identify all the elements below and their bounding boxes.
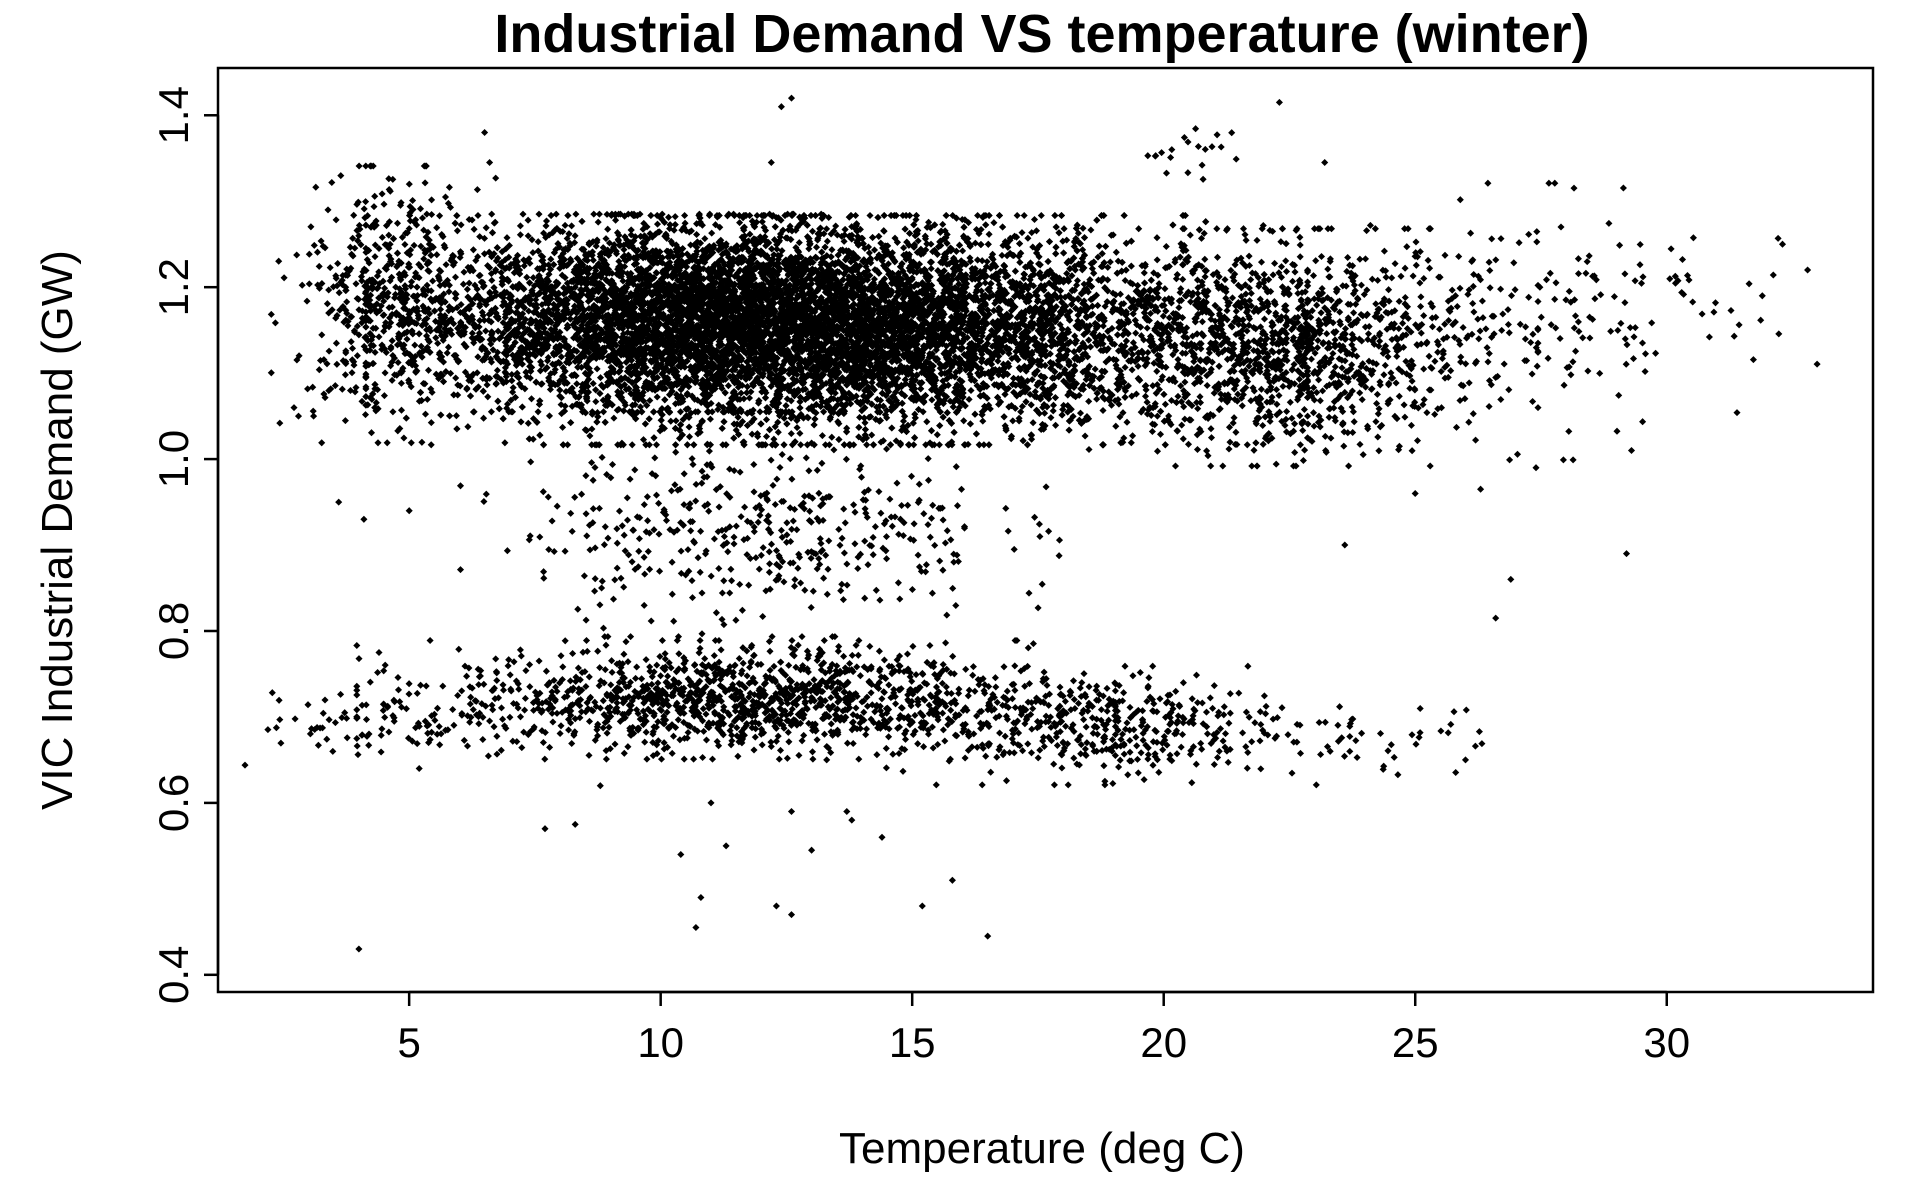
scatter-point — [1260, 315, 1269, 323]
scatter-point — [979, 417, 987, 425]
scatter-point — [1243, 441, 1251, 449]
scatter-point — [959, 247, 967, 255]
scatter-point — [1304, 412, 1312, 420]
scatter-point — [796, 429, 804, 437]
scatter-point — [604, 225, 612, 233]
scatter-point — [724, 382, 732, 390]
scatter-point — [812, 243, 821, 251]
scatter-point — [380, 392, 388, 400]
scatter-point — [960, 417, 968, 425]
scatter-point — [745, 394, 754, 402]
scatter-point — [527, 395, 536, 403]
scatter-point — [1123, 418, 1131, 426]
points-layer — [241, 94, 1821, 953]
scatter-point — [933, 431, 941, 439]
scatter-point — [628, 441, 636, 449]
scatter-point — [463, 285, 471, 293]
scatter-point — [1112, 422, 1120, 430]
scatter-point — [526, 374, 534, 382]
scatter-point — [863, 441, 871, 449]
scatter-point — [1129, 432, 1137, 440]
scatter-point — [762, 432, 771, 441]
scatter-point — [1091, 365, 1099, 373]
scatter-point — [573, 380, 581, 388]
scatter-point — [1049, 401, 1058, 409]
scatter-point — [774, 428, 782, 436]
scatter-point — [795, 239, 803, 247]
scatter-point — [762, 416, 771, 424]
scatter-point — [1257, 258, 1266, 266]
scatter-point — [586, 432, 594, 440]
scatter-point — [1162, 242, 1170, 251]
scatter-point — [1153, 256, 1161, 264]
scatter-point — [1143, 324, 1151, 332]
scatter-point — [1085, 397, 1093, 405]
scatter-point — [592, 398, 600, 406]
scatter-point — [985, 230, 993, 238]
scatter-point — [983, 258, 991, 266]
scatter-point — [524, 216, 532, 224]
scatter-point — [1093, 395, 1101, 403]
scatter-point — [923, 418, 931, 426]
scatter-point — [1024, 234, 1032, 242]
scatter-point — [559, 423, 567, 431]
scatter-point — [967, 386, 975, 395]
scatter-point — [457, 221, 465, 229]
scatter-point — [1013, 211, 1021, 220]
scatter-point — [685, 433, 694, 441]
scatter-point — [808, 227, 817, 235]
scatter-point — [825, 441, 833, 449]
scatter-point — [1194, 405, 1202, 413]
scatter-point — [1079, 224, 1087, 232]
scatter-point — [571, 232, 579, 240]
scatter-point — [978, 257, 986, 265]
scatter-point — [793, 424, 801, 432]
scatter-point — [568, 222, 576, 230]
scatter-point — [1029, 419, 1037, 427]
scatter-point — [821, 441, 830, 449]
scatter-point — [1148, 427, 1156, 436]
scatter-point — [452, 412, 460, 420]
scatter-point — [1087, 226, 1095, 234]
scatter-point — [981, 279, 989, 287]
chart-title: Industrial Demand VS temperature (winter… — [494, 4, 1589, 64]
scatter-point — [1037, 211, 1045, 220]
scatter-point — [1296, 441, 1304, 449]
scatter-point — [1186, 231, 1194, 239]
scatter-point — [474, 211, 482, 220]
scatter-point — [665, 213, 673, 221]
scatter-point — [652, 441, 661, 449]
scatter-point — [900, 244, 908, 252]
scatter-point — [593, 365, 601, 373]
scatter-point — [545, 412, 554, 420]
scatter-point — [797, 441, 805, 449]
